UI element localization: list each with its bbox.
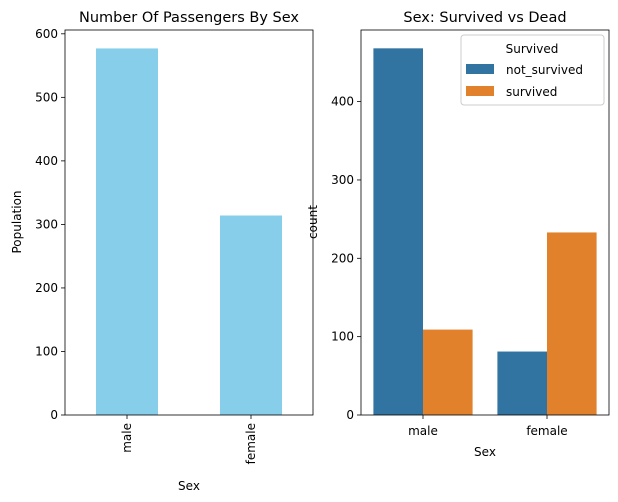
y-tick-label: 200 bbox=[35, 281, 58, 295]
axes-frame bbox=[360, 29, 610, 416]
y-tick-label: 500 bbox=[35, 90, 58, 104]
y-tick-label: 200 bbox=[331, 251, 354, 265]
y-axis-label: Population bbox=[10, 190, 24, 253]
y-tick-label: 100 bbox=[35, 344, 58, 358]
legend-label: survived bbox=[506, 85, 557, 99]
y-tick-label: 0 bbox=[50, 408, 58, 422]
chart-title: Sex: Survived vs Dead bbox=[403, 10, 566, 26]
legend-swatch-survived bbox=[466, 86, 494, 96]
y-tick-label: 300 bbox=[331, 173, 354, 187]
chart-title: Number Of Passengers By Sex bbox=[79, 10, 299, 26]
legend-box bbox=[460, 34, 605, 106]
legend-swatch-not_survived bbox=[466, 64, 494, 74]
y-tick-label: 600 bbox=[35, 27, 58, 41]
legend-label: not_survived bbox=[506, 63, 583, 77]
x-tick-label: female bbox=[526, 424, 567, 438]
y-tick-label: 300 bbox=[35, 217, 58, 231]
x-tick-label: male bbox=[408, 424, 438, 438]
y-axis-label: count bbox=[306, 205, 320, 239]
legend-title: Survived bbox=[506, 42, 559, 56]
legend: Survived not_survived survived bbox=[460, 34, 605, 106]
y-tick-label: 100 bbox=[331, 330, 354, 344]
left-chart: 0 100 200 300 400 500 600 male female Number Of P… bbox=[10, 10, 314, 493]
bar-male bbox=[96, 48, 158, 415]
bar-not_survived-male bbox=[373, 48, 423, 415]
x-axis-label: Sex bbox=[474, 445, 496, 459]
right-chart: 0 100 200 300 400 male female Sex: Survived vs … bbox=[306, 10, 610, 459]
bar-female bbox=[220, 215, 282, 415]
bar-survived-male bbox=[423, 329, 473, 415]
x-tick-label: female bbox=[244, 423, 258, 464]
x-tick-label: male bbox=[120, 423, 134, 453]
y-tick-label: 0 bbox=[346, 408, 354, 422]
bar-not_survived-female bbox=[497, 351, 547, 415]
y-tick-label: 400 bbox=[331, 95, 354, 109]
x-axis-label: Sex bbox=[178, 479, 200, 493]
bar-survived-female bbox=[547, 232, 597, 415]
axes-frame bbox=[64, 29, 314, 416]
y-tick-label: 400 bbox=[35, 154, 58, 168]
